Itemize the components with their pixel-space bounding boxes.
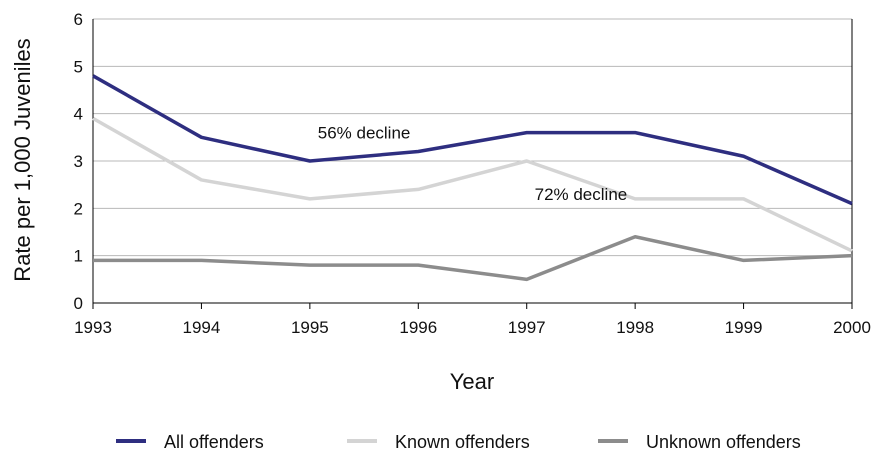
y-tick-label: 2 bbox=[74, 199, 83, 218]
x-tick-label: 1996 bbox=[399, 318, 437, 337]
x-tick-label: 1999 bbox=[725, 318, 763, 337]
annotation-label: 56% decline bbox=[318, 124, 411, 143]
x-axis-ticks: 1993 1994 1995 1996 1997 1998 1999 2000 bbox=[74, 303, 871, 337]
legend-label: All offenders bbox=[164, 432, 264, 452]
series-line-known-offenders bbox=[92, 116, 853, 253]
x-tick-label: 2000 bbox=[833, 318, 871, 337]
y-axis-ticks: 0 1 2 3 4 5 6 bbox=[74, 10, 83, 313]
legend-label: Unknown offenders bbox=[646, 432, 801, 452]
x-tick-label: 1998 bbox=[616, 318, 654, 337]
y-tick-label: 3 bbox=[74, 152, 83, 171]
annotation-label: 72% decline bbox=[535, 185, 628, 204]
series-line-unknown-offenders bbox=[93, 234, 853, 282]
y-axis-title: Rate per 1,000 Juveniles bbox=[10, 38, 35, 281]
annotations: 56% decline 72% decline bbox=[318, 124, 627, 205]
x-tick-label: 1995 bbox=[291, 318, 329, 337]
x-axis-title: Year bbox=[450, 369, 494, 394]
series-line-all-offenders bbox=[92, 74, 853, 206]
y-tick-label: 5 bbox=[74, 57, 83, 76]
series-lines bbox=[92, 74, 853, 282]
x-tick-label: 1994 bbox=[183, 318, 221, 337]
x-tick-label: 1997 bbox=[508, 318, 546, 337]
y-tick-label: 6 bbox=[74, 10, 83, 29]
y-tick-label: 1 bbox=[74, 247, 83, 266]
y-tick-label: 4 bbox=[74, 105, 83, 124]
legend-label: Known offenders bbox=[395, 432, 530, 452]
legend: All offenders Known offenders Unknown offe… bbox=[116, 432, 801, 452]
x-tick-label: 1993 bbox=[74, 318, 112, 337]
y-tick-label: 0 bbox=[74, 294, 83, 313]
